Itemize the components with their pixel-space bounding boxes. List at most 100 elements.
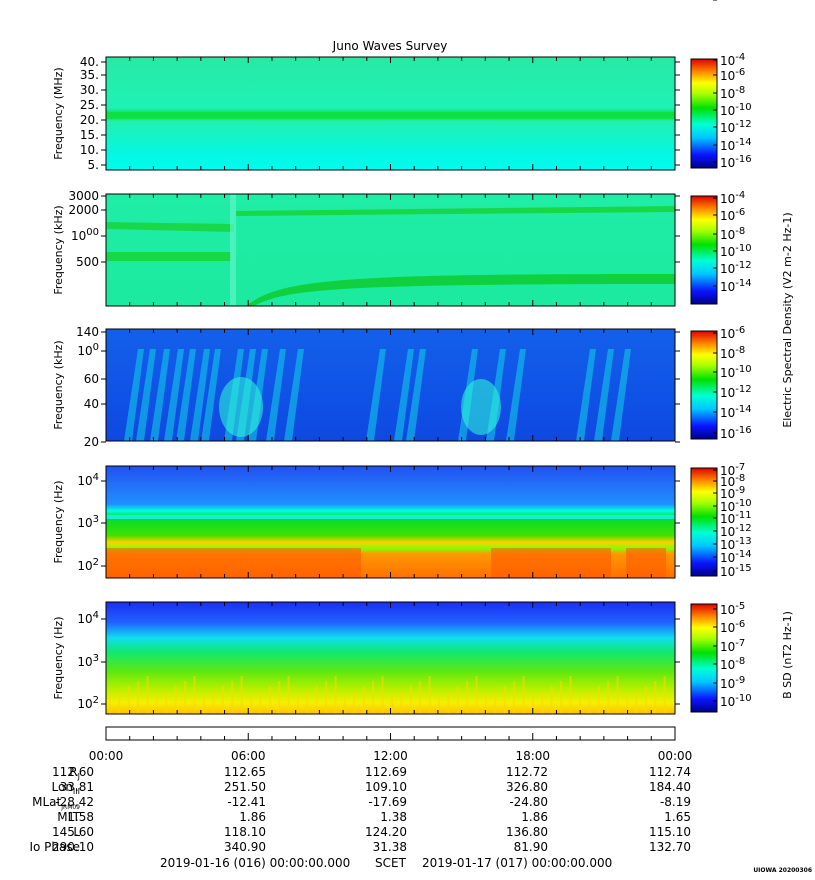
y-axis-label-p1: Frequency (MHz) — [52, 67, 65, 159]
colorbar-tick-label: 10-13 — [720, 536, 752, 552]
ephemeris-value: 112.74 — [649, 765, 691, 779]
colorbar-tick-label: 10-11 — [720, 0, 752, 3]
y-tick-label: 20. — [80, 113, 99, 127]
colorbar-tick-label: 10-6 — [720, 67, 745, 83]
panel-p4: 104 103 102 Frequency (Hz) 10-710-810-910-10… — [52, 462, 752, 579]
time-tick-label: 12:00 — [373, 749, 408, 763]
colorbar-tick-label: 10-14 — [720, 549, 752, 565]
colorbar-tick-label: 10-6 — [720, 619, 745, 635]
ephemeris-value: 112.72 — [506, 765, 548, 779]
ephemeris-label: MLT — [57, 810, 80, 824]
ephemeris-value: -24.80 — [509, 795, 548, 809]
colorbar-tick-label: 10-10 — [720, 693, 752, 709]
ephemeris-label: RJ — [69, 765, 80, 781]
y-tick-label: 104 — [77, 472, 99, 488]
colorbar-tick-label: 10-14 — [720, 278, 752, 294]
ephemeris-value: 145.60 — [52, 825, 94, 839]
ephemeris-value: -8.19 — [660, 795, 691, 809]
spectrogram-p5 — [106, 602, 675, 714]
colorbar-tick-label: 10-6 — [720, 207, 745, 223]
ephemeris-label: LonIII — [52, 780, 81, 796]
y-tick-label: 60 — [84, 372, 99, 386]
colorbar-tick-label: 10-10 — [720, 243, 752, 259]
colorbar-tick-label: 10-12 — [720, 119, 752, 135]
y-tick-label: 100 — [77, 342, 99, 358]
figure-title: Juno Waves Survey — [332, 39, 448, 53]
colorbar-p4 — [690, 467, 718, 577]
ephemeris-value: 109.10 — [365, 780, 407, 794]
end-time: 2019-01-17 (017) 00:00:00.000 — [422, 856, 612, 870]
colorbar-tick-label: 10-9 — [720, 675, 745, 691]
start-time: 2019-01-16 (016) 00:00:00.000 — [160, 856, 350, 870]
colorbar-tick-label: 10-14 — [720, 137, 752, 153]
colorbar-tick-label: 10-10 — [720, 102, 752, 118]
colorbar-tick-label: 10-6 — [720, 325, 745, 341]
colorbar-tick-label: 10-4 — [720, 52, 745, 68]
ephemeris-value: 326.80 — [506, 780, 548, 794]
colorbar-p5 — [690, 603, 718, 713]
ephemeris-value: 340.90 — [224, 840, 266, 854]
colorbar-tick-label: 10-7 — [720, 638, 745, 654]
colorbar-tick-label: 10-12 — [720, 384, 752, 400]
colorbar-label-e: Electric Spectral Density (V2 m-2 Hz-1) — [781, 212, 794, 427]
y-tick-label: 15. — [80, 128, 99, 142]
colorbar-tick-label: 10-8 — [720, 85, 745, 101]
ephemeris-value: 81.90 — [514, 840, 548, 854]
colorbar-tick-label: 10-10 — [720, 498, 752, 514]
colorbar-tick-label: 10-5 — [720, 601, 745, 617]
ephemeris-value: 115.10 — [649, 825, 691, 839]
y-tick-label: 35. — [80, 68, 99, 82]
ephemeris-value: 33.81 — [60, 780, 94, 794]
ephemeris-value: 1.58 — [67, 810, 94, 824]
ephemeris-value: 1.86 — [239, 810, 266, 824]
colorbar-tick-label: 10-16 — [720, 425, 752, 441]
time-tick-label: 18:00 — [515, 749, 550, 763]
y-axis-label-p4: Frequency (Hz) — [52, 481, 65, 564]
ephemeris-value: 1.65 — [664, 810, 691, 824]
y-tick-label: 102 — [77, 557, 99, 573]
panel-p3: 140 100 60 40 20 Frequency (kHz) 10-6 10-8 10-10… — [52, 325, 752, 449]
colorbar-tick-label: 10-8 — [720, 345, 745, 361]
ephemeris-value: 184.40 — [649, 780, 691, 794]
colorbar-tick-label: 10-8 — [720, 473, 745, 489]
time-tick-label: 06:00 — [231, 749, 266, 763]
ephemeris-value: 112.65 — [224, 765, 266, 779]
ephemeris-label: MLatJRM09 — [32, 795, 80, 811]
colorbar-label-b: B SD (nT2 Hz-1) — [781, 611, 794, 699]
ephemeris-value: 136.80 — [506, 825, 548, 839]
time-tick-label: 00:00 — [658, 749, 693, 763]
ephemeris-value: 251.50 — [224, 780, 266, 794]
y-tick-label: 20 — [84, 435, 99, 449]
ephemeris-value: 132.70 — [649, 840, 691, 854]
y-axis-label-p5: Frequency (Hz) — [52, 617, 65, 700]
ephemeris-value: 31.38 — [373, 840, 407, 854]
y-tick-label: 40 — [84, 397, 99, 411]
y-tick-label: 103 — [77, 514, 99, 530]
colorbar-p3 — [690, 330, 718, 440]
time-tick-label: 00:00 — [89, 749, 124, 763]
y-tick-label: 140 — [76, 325, 99, 339]
colorbar-tick-label: 10-10 — [720, 364, 752, 380]
y-axis-label-p2: Frequency (kHz) — [52, 205, 65, 294]
ephemeris-label: Io Phase — [29, 840, 80, 854]
y-tick-label: 30. — [80, 83, 99, 97]
ephemeris-value: 124.20 — [365, 825, 407, 839]
y-tick-label: 103 — [77, 653, 99, 669]
ephemeris-label: L — [73, 825, 80, 839]
y-tick-label: 500 — [76, 255, 99, 269]
y-tick-label: 40. — [80, 55, 99, 69]
colorbar-tick-label: 10-15 — [720, 563, 752, 579]
y-tick-label: 25. — [80, 98, 99, 112]
colorbar-tick-label: 10-11 — [720, 510, 752, 526]
colorbar-tick-label: 10-14 — [720, 404, 752, 420]
time-axis: 00:00 06:00 12:00 18:00 00:00 — [89, 726, 693, 763]
scet-label: SCET — [375, 856, 407, 870]
colorbar-tick-label: 10-4 — [720, 190, 745, 206]
ephemeris-value: 290.10 — [52, 840, 94, 854]
ephemeris-value: -28.42 — [55, 795, 94, 809]
colorbar-tick-label: 10-12 — [720, 260, 752, 276]
y-tick-label: 102 — [77, 695, 99, 711]
